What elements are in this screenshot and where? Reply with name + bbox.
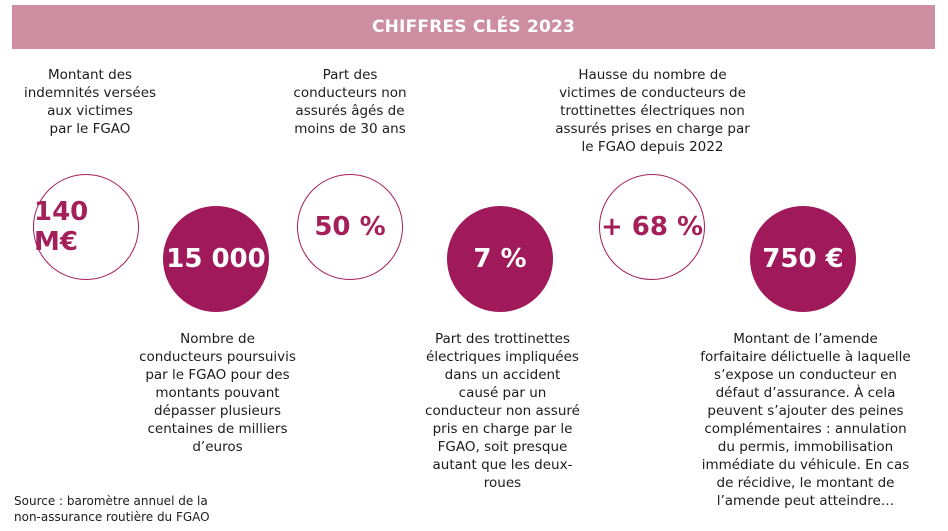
stat-3-circle: 50 % [297, 174, 403, 280]
stat-2-circle: 15 000 [163, 206, 269, 312]
stat-1-circle: 140 M€ [33, 174, 139, 280]
stat-2-description: Nombre de conducteurs poursuivis par le … [139, 331, 296, 455]
stat-6-description: Montant de l’amende forfaitaire délictue… [700, 331, 911, 509]
stat-3-description: Part des conducteurs non assurés âgés de… [293, 67, 407, 137]
stat-5-circle: + 68 % [599, 174, 705, 280]
source-note: Source : baromètre annuel de la non-assu… [14, 494, 210, 524]
stat-1-description: Montant des indemnités versées aux victi… [23, 67, 157, 137]
stat-4-circle: 7 % [447, 206, 553, 312]
stat-6-circle: 750 € [750, 206, 856, 312]
stat-5-description: Hausse du nombre de victimes de conducte… [555, 67, 750, 155]
stat-4-description: Part des trottinettes électriques impliq… [425, 331, 580, 491]
banner-title: CHIFFRES CLÉS 2023 [12, 5, 935, 49]
